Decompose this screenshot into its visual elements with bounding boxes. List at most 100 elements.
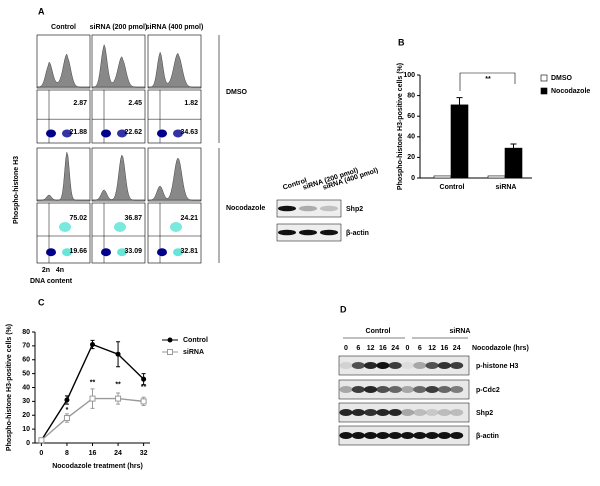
band [376,362,390,369]
marker [63,415,70,422]
blot [338,355,470,376]
x-tick-label: 24 [114,450,122,457]
band [351,386,365,393]
band [339,362,353,369]
time-label: 24 [391,345,399,352]
x-tick-label: 0 [39,450,43,457]
band [450,432,464,439]
bar [450,104,469,179]
quadrant-value: 36.87 [124,215,142,222]
band-label: p-histone H3 [476,363,518,370]
band-label: p-Cdc2 [476,387,500,394]
bar [504,147,523,179]
y-label: Phospho-histone H3-positive cells (%) [397,63,404,190]
time-label: 24 [453,345,461,352]
band-label: Shp2 [346,206,363,213]
x-tick-label: 8 [65,450,69,457]
quadrant-value: 21.88 [69,129,87,136]
band [401,432,414,439]
annotation: ** [90,379,96,386]
bar [487,175,506,179]
marker [141,376,147,382]
band [450,362,464,369]
marker [140,398,147,405]
band [320,229,338,236]
panel-label: A [38,6,45,16]
row-label: DMSO [226,89,248,96]
band [437,409,451,416]
time-label: 6 [418,345,422,352]
band-label: Shp2 [476,410,493,417]
quadrant-value: 75.02 [69,215,87,222]
y-label: Phospho-histone H3 [13,156,20,224]
y-tick-label: 80 [22,329,30,336]
error-bar [456,97,463,105]
quadrant-value: 24.21 [180,215,198,222]
cell-cluster [170,222,182,232]
band [413,432,427,439]
band-label: β-actin [346,230,369,237]
y-tick-label: 20 [407,154,415,161]
panel-label: B [398,37,405,47]
band [413,362,427,369]
band [401,386,414,393]
quadrant-value: 2.87 [73,100,87,107]
y-tick-label: 60 [407,113,415,120]
band [401,409,414,416]
band [339,409,353,416]
quadrant-value: 33.09 [124,248,142,255]
cell-cluster [157,129,167,138]
panel-label: C [38,297,45,307]
blot [338,402,470,423]
cell-cluster [46,248,56,257]
quadrant-value: 2.45 [128,100,142,107]
legend-marker [167,337,173,343]
cell-cluster [157,248,167,257]
histogram [147,51,201,88]
cell-cluster [59,222,71,232]
x-tick-label: 16 [89,450,97,457]
x-tick-label: Control [440,184,465,191]
band [364,409,378,416]
quadrant-value: 22.62 [124,129,142,136]
band [437,432,451,439]
band [364,386,378,393]
cell-cluster [46,129,56,138]
histogram [91,154,145,201]
band [339,386,353,393]
cell-cluster [101,129,111,138]
band [299,205,317,212]
time-label: 6 [356,345,360,352]
band [413,386,427,393]
time-label: 12 [428,345,436,352]
band [351,362,365,369]
band [299,229,317,236]
band [388,362,402,369]
annotation: * [66,407,69,414]
x-tick-label: 32 [140,450,148,457]
y-tick-label: 20 [22,412,30,419]
time-label: 0 [344,345,348,352]
quadrant-value: 34.63 [180,129,198,136]
x-label: Nocodazole treatment (hrs) [52,463,143,470]
time-label: Nocodazole (hrs) [472,345,529,352]
time-label: 12 [367,345,375,352]
histogram [147,157,201,201]
blot [338,379,470,400]
cell-cluster [173,129,183,138]
marker [90,341,95,347]
marker [89,395,96,402]
x-tick: 4n [56,267,64,274]
group-label: Control [366,328,391,335]
y-tick-label: 80 [407,92,415,99]
legend-swatch [540,87,548,95]
band [388,432,402,439]
histogram [37,152,90,201]
band [425,386,439,393]
band [425,362,439,369]
column-header: siRNA (200 pmol) [90,24,148,31]
band [437,362,451,369]
quadrant-value: 1.82 [184,100,198,107]
legend-label: DMSO [551,75,573,82]
